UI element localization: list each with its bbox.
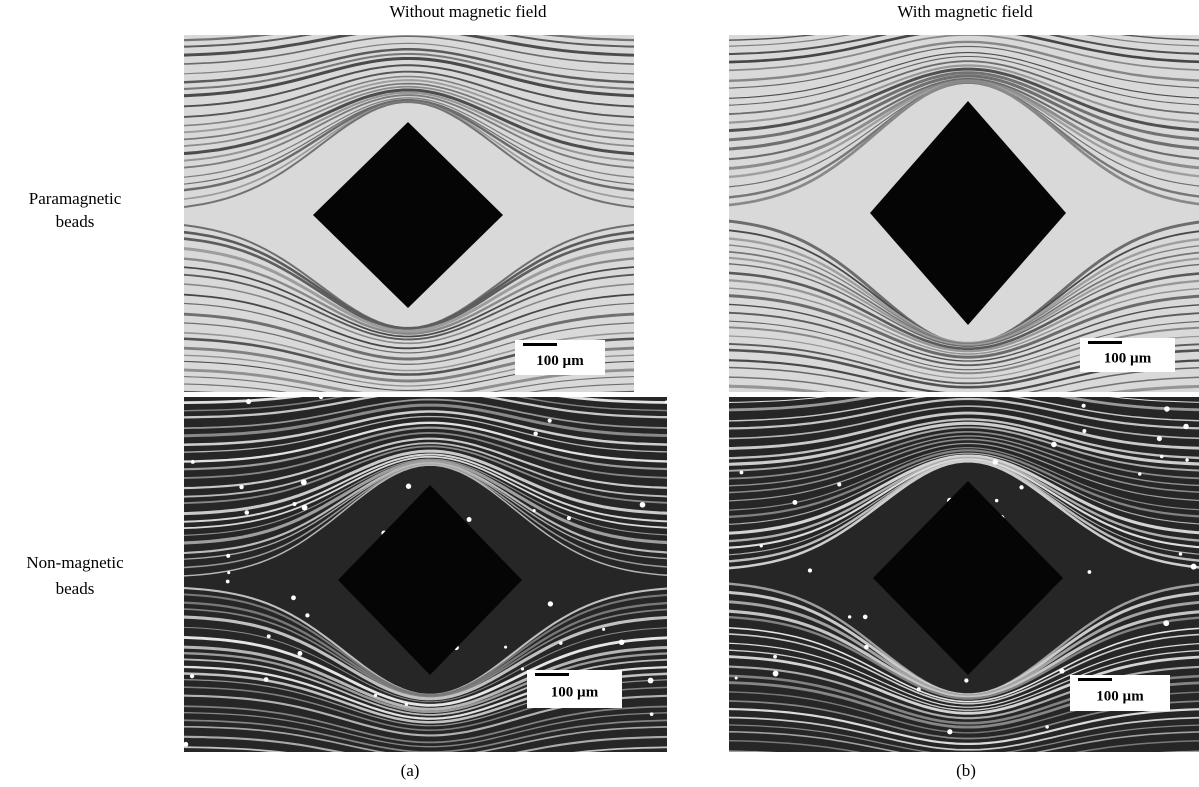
figure: Without magnetic field With magnetic fie… — [0, 0, 1199, 787]
bead — [533, 509, 536, 512]
bead — [245, 510, 250, 515]
scale-bar — [523, 343, 557, 346]
scale-label: 100 µm — [551, 684, 599, 700]
bead — [504, 646, 507, 649]
bead — [292, 502, 296, 506]
bead — [864, 645, 869, 650]
bead — [467, 517, 472, 522]
bead — [1059, 668, 1064, 673]
bead — [264, 677, 269, 682]
bead — [917, 687, 921, 691]
bead — [239, 485, 243, 489]
bead — [1051, 442, 1057, 448]
bead — [1185, 458, 1188, 461]
scale-label: 100 µm — [536, 353, 584, 369]
bead — [640, 502, 646, 508]
bead — [1179, 552, 1183, 556]
row-label: Paramagnetic — [29, 189, 122, 208]
column-header: Without magnetic field — [390, 2, 547, 21]
bead — [863, 615, 868, 620]
bead — [665, 400, 668, 403]
bead — [648, 678, 654, 684]
bead — [808, 568, 812, 572]
bead — [735, 676, 738, 679]
bead — [1019, 485, 1023, 489]
bead — [995, 499, 998, 502]
bead — [1088, 570, 1092, 574]
bead — [226, 580, 230, 584]
bead — [305, 613, 309, 617]
row-label: Non-magnetic — [26, 553, 124, 572]
bead — [533, 431, 537, 435]
scale-bar — [1078, 678, 1112, 681]
column-header: With magnetic field — [897, 2, 1033, 21]
bead — [619, 639, 625, 645]
bead — [773, 655, 777, 659]
bead — [1157, 436, 1162, 441]
scale-label: 100 µm — [1104, 350, 1152, 366]
bead — [559, 641, 563, 645]
bead — [848, 615, 851, 618]
bead — [374, 694, 377, 697]
bead — [191, 460, 195, 464]
bead — [297, 651, 302, 656]
caption: (a) — [401, 761, 420, 780]
bead — [302, 505, 308, 511]
bead — [406, 484, 411, 489]
bead — [773, 671, 779, 677]
row-label: beads — [56, 579, 95, 598]
bead — [837, 482, 841, 486]
bead — [190, 674, 194, 678]
bead — [567, 516, 571, 520]
bead — [405, 703, 408, 706]
bead — [947, 729, 952, 734]
page: Without magnetic field With magnetic fie… — [0, 0, 1199, 787]
bead — [1160, 455, 1164, 459]
row-label: beads — [56, 212, 95, 231]
bead — [1082, 429, 1086, 433]
bead — [319, 395, 323, 399]
bead — [650, 712, 654, 716]
bead — [760, 544, 763, 547]
caption: (b) — [956, 761, 976, 780]
bead — [246, 399, 251, 404]
bead — [1045, 725, 1049, 729]
bead — [1191, 564, 1197, 570]
bead — [1082, 404, 1086, 408]
bead — [521, 667, 524, 670]
micrograph — [724, 379, 1199, 775]
bead — [1163, 620, 1169, 626]
scale-bar — [1088, 341, 1122, 344]
bead — [226, 554, 230, 558]
bead — [740, 471, 744, 475]
bead — [291, 595, 296, 600]
bead — [548, 419, 552, 423]
bead — [1164, 406, 1169, 411]
bead — [227, 571, 230, 574]
scale-bar — [535, 673, 569, 676]
bead — [964, 678, 968, 682]
micrograph — [179, 380, 668, 772]
bead — [267, 634, 271, 638]
scale-label: 100 µm — [1096, 688, 1144, 704]
bead — [1183, 424, 1188, 429]
bead — [992, 459, 998, 465]
bead — [792, 500, 797, 505]
bead — [183, 742, 188, 747]
bead — [602, 628, 605, 631]
bead — [1138, 472, 1141, 475]
bead — [548, 601, 553, 606]
bead — [301, 479, 307, 485]
